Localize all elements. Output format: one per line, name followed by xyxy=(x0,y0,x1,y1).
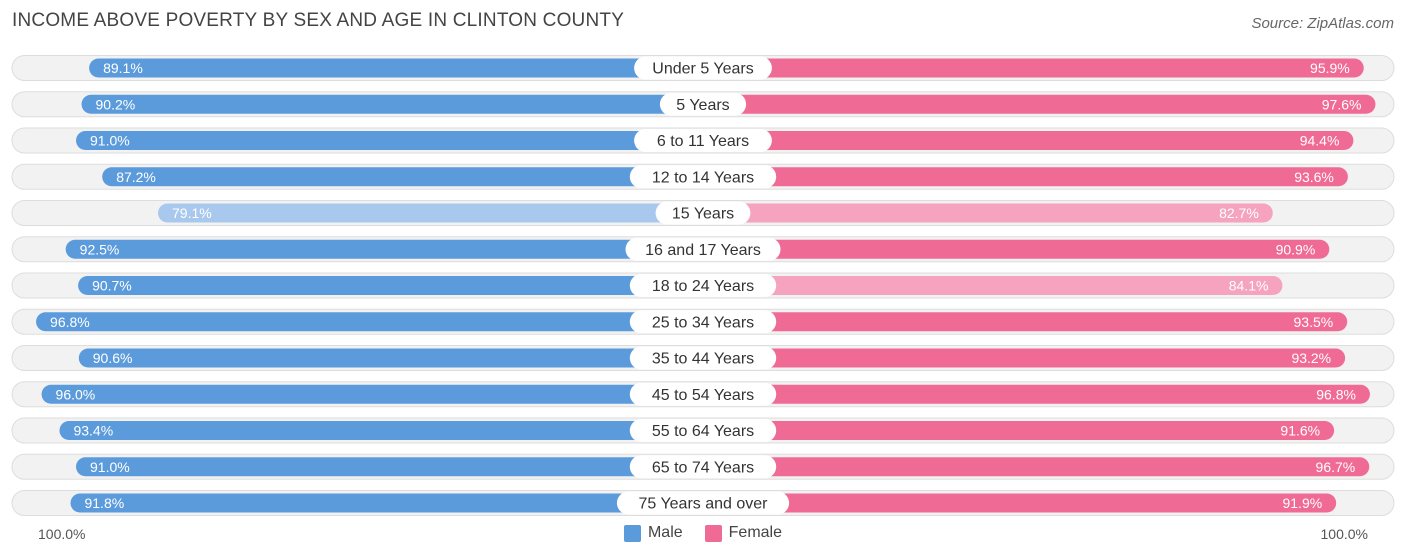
female-bar xyxy=(703,348,1346,368)
male-value-label: 96.8% xyxy=(50,314,90,330)
male-bar xyxy=(76,457,703,477)
female-bar xyxy=(703,457,1370,477)
category-label: 6 to 11 Years xyxy=(657,133,749,150)
female-value-label: 84.1% xyxy=(1229,278,1269,294)
male-bar xyxy=(81,94,704,114)
female-bar xyxy=(703,131,1354,150)
male-bar xyxy=(41,384,704,404)
legend-item-female[interactable]: Female xyxy=(704,524,783,542)
male-bar xyxy=(78,276,703,295)
male-value-label: 91.0% xyxy=(90,459,130,475)
female-value-label: 94.4% xyxy=(1300,133,1340,149)
female-bar xyxy=(703,94,1376,114)
male-value-label: 87.2% xyxy=(116,169,156,185)
legend-label-female: Female xyxy=(728,524,783,541)
male-bar xyxy=(70,493,704,513)
male-bar xyxy=(59,421,703,440)
source-label: Source: ZipAtlas.com xyxy=(1251,15,1394,32)
category-pill xyxy=(616,491,790,515)
male-value-label: 90.2% xyxy=(96,96,136,112)
male-bar xyxy=(89,58,703,78)
female-bar xyxy=(703,312,1348,332)
legend: Male Female xyxy=(0,524,1406,542)
female-value-label: 82.7% xyxy=(1219,205,1259,221)
category-pill xyxy=(629,419,777,442)
category-label: 18 to 24 Years xyxy=(652,278,754,295)
category-label: 15 Years xyxy=(672,206,734,223)
axis-right-label: 100.0% xyxy=(1320,526,1368,542)
chart-title: INCOME ABOVE POVERTY BY SEX AND AGE IN C… xyxy=(12,10,625,31)
female-value-label: 91.6% xyxy=(1280,423,1320,439)
category-label: 35 to 44 Years xyxy=(652,351,754,368)
legend-swatch-female xyxy=(704,524,722,542)
male-value-label: 91.8% xyxy=(84,495,124,511)
category-pill xyxy=(625,237,781,261)
category-pill xyxy=(634,56,772,80)
female-bar xyxy=(703,493,1337,513)
category-pill xyxy=(629,346,777,370)
category-pill xyxy=(629,382,777,406)
female-value-label: 91.9% xyxy=(1282,495,1322,511)
female-bar xyxy=(703,203,1273,223)
category-label: 55 to 64 Years xyxy=(652,423,754,440)
male-value-label: 91.0% xyxy=(90,133,130,149)
female-value-label: 93.6% xyxy=(1294,169,1334,185)
male-bar xyxy=(36,312,704,332)
legend-label-male: Male xyxy=(647,524,683,541)
category-label: 5 Years xyxy=(676,97,729,114)
female-value-label: 95.9% xyxy=(1310,60,1350,76)
category-label: 12 to 14 Years xyxy=(652,169,754,186)
male-bar xyxy=(158,203,704,223)
diverging-bar-chart: 89.1% 95.9% Under 5 Years 90.2% 97.6% 5 Years… xyxy=(11,55,1395,516)
legend-item-male[interactable]: Male xyxy=(623,524,683,542)
male-bar xyxy=(76,131,703,150)
category-label: 25 to 34 Years xyxy=(652,314,754,331)
legend-swatch-male xyxy=(623,524,641,542)
male-value-label: 96.0% xyxy=(56,386,96,402)
male-value-label: 90.6% xyxy=(93,350,133,366)
female-bar xyxy=(703,276,1283,295)
male-bar xyxy=(65,239,704,259)
female-value-label: 93.5% xyxy=(1294,314,1334,330)
female-bar xyxy=(703,58,1364,78)
male-bar xyxy=(78,348,704,368)
female-value-label: 90.9% xyxy=(1276,241,1316,257)
category-pill xyxy=(629,274,777,297)
category-pill xyxy=(655,201,751,225)
male-value-label: 89.1% xyxy=(103,60,143,76)
female-value-label: 96.7% xyxy=(1316,459,1356,475)
category-label: Under 5 Years xyxy=(652,61,753,78)
category-label: 16 and 17 Years xyxy=(645,242,761,259)
male-value-label: 92.5% xyxy=(80,241,120,257)
female-value-label: 93.2% xyxy=(1291,350,1331,366)
category-pill xyxy=(629,310,777,334)
female-value-label: 96.8% xyxy=(1316,386,1356,402)
category-pill xyxy=(634,129,772,152)
female-bar xyxy=(703,239,1330,259)
category-label: 45 to 54 Years xyxy=(652,387,754,404)
male-value-label: 90.7% xyxy=(92,278,132,294)
male-value-label: 93.4% xyxy=(73,423,113,439)
axis-left-label: 100.0% xyxy=(38,526,86,542)
category-pill xyxy=(629,455,777,479)
category-pill xyxy=(629,165,777,189)
female-bar xyxy=(703,421,1335,440)
category-pill xyxy=(659,92,747,116)
male-bar xyxy=(102,167,703,187)
female-value-label: 97.6% xyxy=(1322,96,1362,112)
male-value-label: 79.1% xyxy=(172,205,212,221)
female-bar xyxy=(703,384,1370,404)
female-bar xyxy=(703,167,1348,187)
category-label: 75 Years and over xyxy=(639,496,769,513)
category-label: 65 to 74 Years xyxy=(652,459,754,476)
